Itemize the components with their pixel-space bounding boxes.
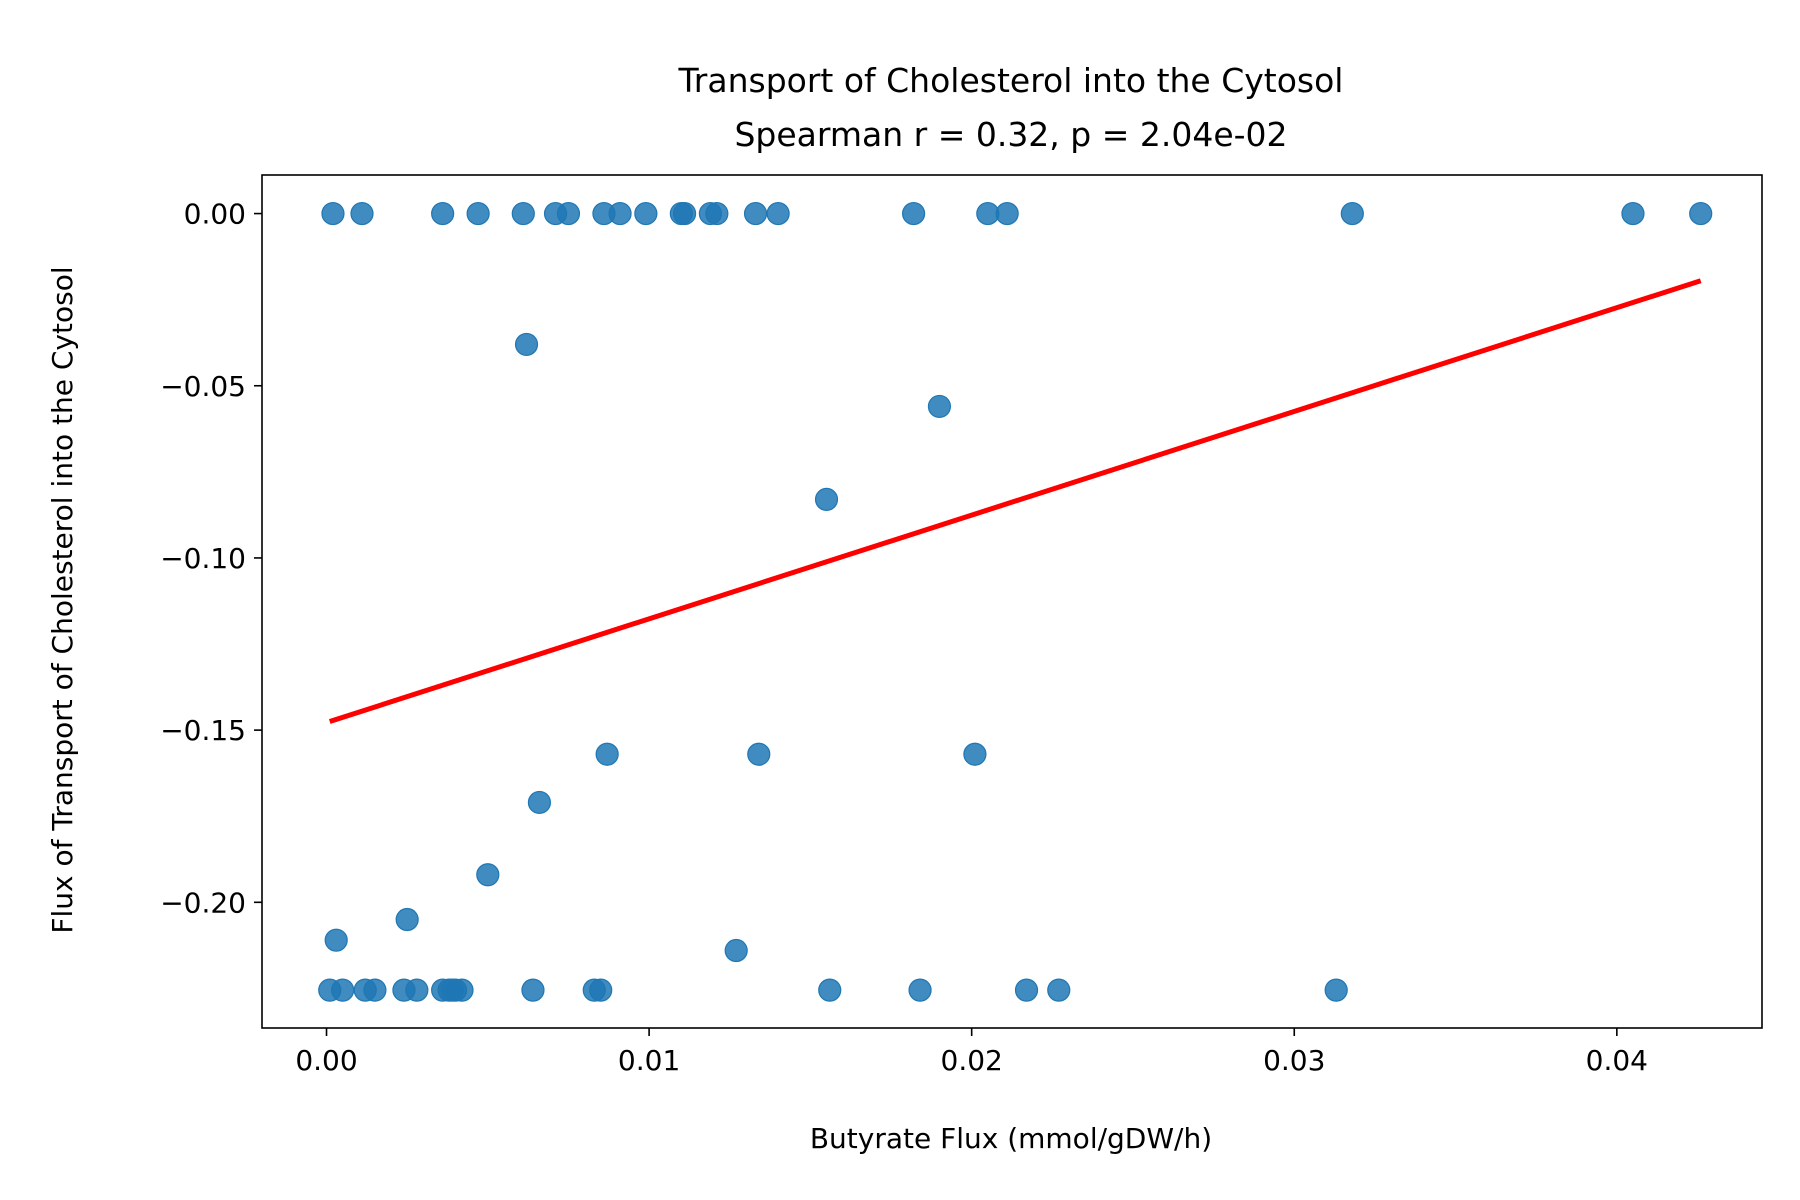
scatter-point [672, 201, 697, 226]
scatter-point [511, 201, 535, 226]
scatter-point [589, 978, 613, 1002]
scatter-point [1689, 201, 1713, 226]
scatter-point [514, 332, 539, 357]
y-tick-label: −0.15 [160, 714, 246, 747]
scatter-point [331, 978, 355, 1002]
y-tick-label: −0.20 [160, 886, 246, 919]
scatter-point [747, 742, 771, 766]
scatter-point [1340, 201, 1364, 226]
scatter-point [1014, 978, 1039, 1002]
scatter-point [927, 394, 952, 419]
scatter-point [1621, 201, 1645, 226]
scatter-point [976, 201, 1000, 226]
scatter-point [908, 978, 932, 1002]
scatter-point [1047, 978, 1071, 1002]
scatter-point [363, 978, 387, 1002]
scatter-point [634, 201, 658, 226]
scatter-point [766, 201, 790, 226]
scatter-point [1324, 978, 1348, 1002]
scatter-point [324, 928, 348, 952]
y-axis-label: Flux of Transport of Cholesterol into th… [46, 266, 79, 933]
scatter-point [608, 201, 632, 226]
scatter-point [963, 742, 987, 766]
x-axis-ticks: 0.00 0.01 0.02 0.03 0.04 [295, 1028, 1648, 1077]
scatter-point [431, 201, 455, 226]
regression-line [328, 278, 1702, 724]
scatter-point [450, 978, 474, 1002]
scatter-point [705, 201, 729, 226]
y-axis-ticks: 0.00 −0.05 −0.10 −0.15 −0.20 [160, 198, 262, 919]
chart-title: Transport of Cholesterol into the Cytoso… [678, 61, 1344, 100]
regression-line-layer [328, 278, 1702, 724]
scatter-points-layer [318, 201, 1713, 1002]
plot-area-frame [261, 174, 1763, 1029]
y-tick-label: −0.05 [160, 370, 246, 403]
scatter-point [556, 201, 581, 226]
scatter-point [595, 742, 619, 766]
scatter-point [527, 790, 552, 815]
y-tick-label: 0.00 [184, 198, 246, 231]
scatter-point [476, 863, 500, 887]
x-tick-label: 0.02 [941, 1044, 1003, 1077]
scatter-point [521, 978, 545, 1002]
scatter-point [724, 938, 748, 963]
scatter-point [405, 978, 429, 1002]
scatter-point [321, 201, 345, 226]
x-tick-label: 0.00 [295, 1044, 357, 1077]
x-axis-label: Butyrate Flux (mmol/gDW/h) [810, 1122, 1212, 1155]
scatter-point [350, 201, 374, 226]
x-tick-label: 0.01 [618, 1044, 680, 1077]
x-tick-label: 0.03 [1263, 1044, 1325, 1077]
scatter-point [395, 907, 419, 932]
x-tick-label: 0.04 [1586, 1044, 1648, 1077]
scatter-point [902, 201, 926, 226]
y-tick-label: −0.10 [160, 542, 246, 575]
scatter-point [818, 978, 842, 1002]
scatter-point [995, 201, 1019, 226]
scatter-point [814, 487, 839, 511]
scatter-point [743, 201, 768, 226]
scatter-point [466, 201, 490, 226]
chart-subtitle: Spearman r = 0.32, p = 2.04e-02 [734, 115, 1287, 154]
